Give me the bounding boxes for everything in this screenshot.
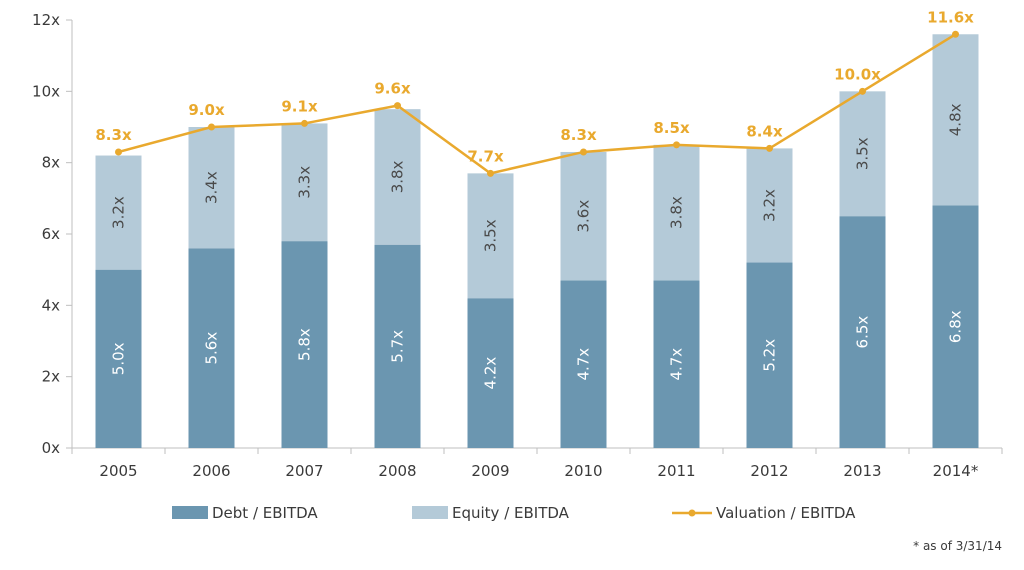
equity-bar xyxy=(653,144,700,281)
valuation-value-label: 8.5x xyxy=(653,119,690,137)
debt-bar xyxy=(95,269,142,448)
equity-bar xyxy=(281,123,328,242)
valuation-value-label: 7.7x xyxy=(467,147,504,165)
debt-bar xyxy=(746,262,793,448)
debt-value-label: 6.5x xyxy=(854,316,872,349)
equity-bar xyxy=(374,109,421,245)
equity-value-label: 3.2x xyxy=(110,196,128,229)
debt-bar xyxy=(839,216,886,448)
x-tick-label: 2010 xyxy=(564,462,602,480)
valuation-value-label: 9.6x xyxy=(374,80,411,98)
legend: Debt / EBITDA Equity / EBITDA Valuation / … xyxy=(172,504,856,522)
debt-bar xyxy=(932,205,979,448)
debt-value-label: 5.0x xyxy=(110,342,128,375)
y-tick-label: 10x xyxy=(32,82,60,100)
valuation-value-label: 8.4x xyxy=(746,122,783,140)
debt-value-label: 6.8x xyxy=(947,310,965,343)
debt-bar xyxy=(188,248,235,448)
y-tick-label: 4x xyxy=(42,296,61,314)
valuation-line-path xyxy=(118,33,957,175)
equity-value-label: 3.4x xyxy=(203,171,221,204)
y-tick-label: 0x xyxy=(42,439,61,457)
equity-value-label: 3.8x xyxy=(668,196,686,229)
x-tick-label: 2007 xyxy=(285,462,323,480)
valuation-point xyxy=(859,87,866,95)
debt-value-label: 4.2x xyxy=(482,357,500,390)
valuation-value-label: 11.6x xyxy=(927,8,974,26)
legend-marker-valuation xyxy=(688,509,696,517)
debt-bar xyxy=(560,280,607,448)
debt-value-label: 5.8x xyxy=(296,328,314,361)
equity-bar xyxy=(746,148,793,263)
valuation-line: 8.3x 9.0x 9.1x 9.6x 7.7x 8.3x 8.5x 8.4x 10.0x 11.… xyxy=(95,8,974,177)
legend-label-equity: Equity / EBITDA xyxy=(452,504,570,522)
y-tick-label: 2x xyxy=(42,368,61,386)
equity-value-label: 3.8x xyxy=(389,160,407,193)
debt-value-label: 4.7x xyxy=(668,348,686,381)
x-tick-label: 2014* xyxy=(933,462,979,480)
equity-value-label: 3.2x xyxy=(761,189,779,222)
y-axis: 0x 2x 4x 6x 8x 10x 12x xyxy=(32,11,73,457)
equity-value-label: 3.3x xyxy=(296,166,314,199)
x-tick-label: 2009 xyxy=(471,462,509,480)
x-tick-label: 2012 xyxy=(750,462,788,480)
valuation-value-label: 9.1x xyxy=(281,97,318,115)
bar-labels: 5.0x 3.2x 5.6x 3.4x 5.8x 3.3x 5.7x 3.8x 4.2x 3.5x… xyxy=(110,103,965,389)
x-tick-label: 2013 xyxy=(843,462,881,480)
equity-bar xyxy=(467,173,514,299)
legend-swatch-equity xyxy=(412,506,448,519)
valuation-point xyxy=(580,148,587,156)
footnote: * as of 3/31/14 xyxy=(913,539,1002,553)
y-tick-label: 12x xyxy=(32,11,60,29)
legend-label-debt: Debt / EBITDA xyxy=(212,504,318,522)
valuation-point xyxy=(673,141,680,149)
x-axis: 2005 2006 2007 2008 2009 2010 2011 2012 2013 2014… xyxy=(71,447,1003,480)
valuation-point xyxy=(487,169,494,177)
debt-bar xyxy=(281,241,328,448)
valuation-point xyxy=(208,123,215,131)
equity-bar xyxy=(188,127,235,249)
valuation-point xyxy=(766,144,773,152)
debt-value-label: 5.7x xyxy=(389,330,407,363)
valuation-point xyxy=(301,119,308,127)
legend-swatch-debt xyxy=(172,506,208,519)
x-tick-label: 2011 xyxy=(657,462,695,480)
y-tick-label: 8x xyxy=(42,154,61,172)
equity-value-label: 3.5x xyxy=(854,137,872,170)
valuation-point xyxy=(952,30,959,38)
equity-bar xyxy=(932,34,979,206)
y-tick-label: 6x xyxy=(42,225,61,243)
valuation-point xyxy=(115,148,122,156)
valuation-point xyxy=(394,102,401,110)
valuation-value-label: 8.3x xyxy=(560,126,597,144)
x-tick-label: 2008 xyxy=(378,462,416,480)
valuation-value-label: 9.0x xyxy=(188,101,225,119)
equity-bar xyxy=(95,155,142,270)
valuation-value-label: 8.3x xyxy=(95,126,132,144)
debt-value-label: 5.2x xyxy=(761,339,779,372)
x-tick-label: 2006 xyxy=(192,462,230,480)
debt-bar xyxy=(653,280,700,448)
debt-value-label: 4.7x xyxy=(575,348,593,381)
equity-value-label: 3.6x xyxy=(575,200,593,233)
debt-value-label: 5.6x xyxy=(203,332,221,365)
debt-bar xyxy=(467,298,514,448)
debt-bar xyxy=(374,244,421,448)
valuation-value-label: 10.0x xyxy=(834,65,881,83)
legend-label-valuation: Valuation / EBITDA xyxy=(716,504,856,522)
x-tick-label: 2005 xyxy=(99,462,137,480)
bars xyxy=(95,34,979,448)
equity-bar xyxy=(560,151,607,281)
equity-value-label: 4.8x xyxy=(947,103,965,136)
equity-value-label: 3.5x xyxy=(482,219,500,252)
equity-bar xyxy=(839,91,886,217)
